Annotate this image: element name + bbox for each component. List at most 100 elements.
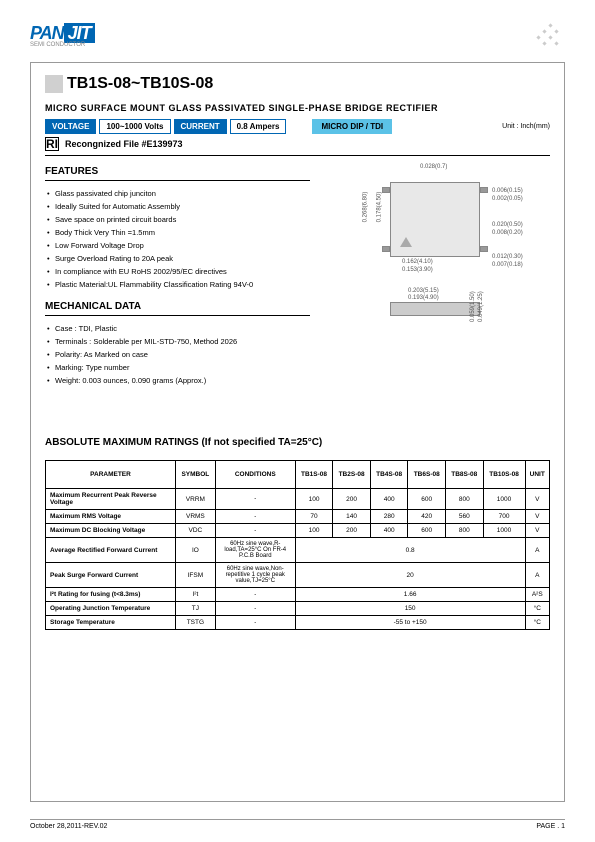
list-item: Case : TDI, Plastic xyxy=(45,322,310,335)
table-row: Maximum RMS VoltageVRMS-7014028042056070… xyxy=(46,510,550,524)
list-item: Weight: 0.003 ounces, 0.090 grams (Appro… xyxy=(45,374,310,387)
table-row: I²t Rating for fusing (t<8.3ms)I²t-1.66A… xyxy=(46,588,550,602)
param-cell: Operating Junction Temperature xyxy=(46,602,176,616)
dim-d8: 0.162(4.10) xyxy=(402,259,433,265)
dim-d11: 0.007(0.18) xyxy=(492,262,523,268)
list-item: Save space on printed circuit boards xyxy=(45,213,310,226)
ul-file-text: Recongnized File #E139973 xyxy=(65,139,183,149)
list-item: Marking: Type number xyxy=(45,361,310,374)
logo: PANJIT SEMI CONDUCTOR xyxy=(30,23,95,48)
list-item: Surge Overload Rating to 20A peak xyxy=(45,252,310,265)
list-item: Polarity: As Marked on case xyxy=(45,348,310,361)
title-marker xyxy=(45,75,63,93)
features-list: Glass passivated chip juncitonIdeally Su… xyxy=(45,187,310,291)
table-header: TB2S-08 xyxy=(333,461,371,489)
voltage-value: 100~1000 Volts xyxy=(99,119,170,134)
unit-cell: A xyxy=(525,538,550,563)
value-cell: 100 xyxy=(295,524,333,538)
value-cell: 1000 xyxy=(483,489,525,510)
table-header: TB1S-08 xyxy=(295,461,333,489)
condition-cell: - xyxy=(215,602,295,616)
voltage-label: VOLTAGE xyxy=(45,119,96,134)
unit-cell: A²S xyxy=(525,588,550,602)
param-cell: Average Rectified Forward Current xyxy=(46,538,176,563)
list-item: Glass passivated chip junciton xyxy=(45,187,310,200)
value-cell: 700 xyxy=(483,510,525,524)
current-label: CURRENT xyxy=(174,119,227,134)
symbol-cell: TSTG xyxy=(176,616,216,630)
dim-d13: 0.193(4.90) xyxy=(408,295,439,301)
part-number-title: TB1S-08~TB10S-08 xyxy=(67,75,213,93)
value-cell: 400 xyxy=(370,524,408,538)
symbol-cell: I²t xyxy=(176,588,216,602)
condition-cell: - xyxy=(215,524,295,538)
value-cell: 200 xyxy=(333,489,371,510)
package-diagram: 0.028(0.7) 0.006(0.15) 0.002(0.05) 0.268… xyxy=(330,162,550,362)
dim-d2: 0.006(0.15) xyxy=(492,188,523,194)
value-cell: 560 xyxy=(446,510,484,524)
table-header: TB8S-08 xyxy=(446,461,484,489)
symbol-cell: VDC xyxy=(176,524,216,538)
value-cell: -55 to +150 xyxy=(295,616,525,630)
dim-d4: 0.268(6.80) xyxy=(362,192,368,223)
symbol-cell: IFSM xyxy=(176,563,216,588)
table-header: TB6S-08 xyxy=(408,461,446,489)
condition-cell: - xyxy=(215,489,295,510)
dim-d9: 0.153(3.90) xyxy=(402,267,433,273)
ratings-heading: ABSOLUTE MAXIMUM RATINGS (If not specifi… xyxy=(45,437,550,448)
table-row: Storage TemperatureTSTG--55 to +150°C xyxy=(46,616,550,630)
table-row: Peak Surge Forward CurrentIFSM60Hz sine … xyxy=(46,563,550,588)
table-row: Maximum DC Blocking VoltageVDC-100200400… xyxy=(46,524,550,538)
footer-date: October 28,2011-REV.02 xyxy=(30,823,107,830)
param-cell: Maximum DC Blocking Voltage xyxy=(46,524,176,538)
value-cell: 1.66 xyxy=(295,588,525,602)
value-cell: 800 xyxy=(446,489,484,510)
dim-d15: 0.049(1.25) xyxy=(478,291,484,322)
logo-jit: JIT xyxy=(64,23,95,43)
unit-label: Unit : Inch(mm) xyxy=(502,123,550,130)
dim-d12: 0.203(5.15) xyxy=(408,288,439,294)
table-header: PARAMETER xyxy=(46,461,176,489)
value-cell: 200 xyxy=(333,524,371,538)
mechanical-heading: MECHANICAL DATA xyxy=(45,301,310,316)
table-header: CONDITIONS xyxy=(215,461,295,489)
param-cell: Maximum Recurrent Peak Reverse Voltage xyxy=(46,489,176,510)
value-cell: 280 xyxy=(370,510,408,524)
dim-d10: 0.012(0.30) xyxy=(492,254,523,260)
condition-cell: - xyxy=(215,510,295,524)
unit-cell: V xyxy=(525,510,550,524)
table-row: Operating Junction TemperatureTJ-150°C xyxy=(46,602,550,616)
product-subtitle: MICRO SURFACE MOUNT GLASS PASSIVATED SIN… xyxy=(45,103,550,113)
dim-d5: 0.178(4.50) xyxy=(376,192,382,223)
list-item: Plastic Material:UL Flammability Classif… xyxy=(45,278,310,291)
table-row: Maximum Recurrent Peak Reverse VoltageVR… xyxy=(46,489,550,510)
value-cell: 70 xyxy=(295,510,333,524)
table-header: SYMBOL xyxy=(176,461,216,489)
value-cell: 100 xyxy=(295,489,333,510)
package-label: MICRO DIP / TDI xyxy=(312,119,392,134)
dim-d6: 0.020(0.50) xyxy=(492,222,523,228)
mechanical-list: Case : TDI, PlasticTerminals : Solderabl… xyxy=(45,322,310,387)
condition-cell: 60Hz sine wave,Non-repetitive 1 cycle pe… xyxy=(215,563,295,588)
param-cell: Peak Surge Forward Current xyxy=(46,563,176,588)
unit-cell: °C xyxy=(525,602,550,616)
logo-subtitle: SEMI CONDUCTOR xyxy=(30,42,95,48)
value-cell: 20 xyxy=(295,563,525,588)
condition-cell: - xyxy=(215,616,295,630)
footer-page: PAGE . 1 xyxy=(536,823,565,830)
value-cell: 600 xyxy=(408,524,446,538)
dim-d3: 0.002(0.05) xyxy=(492,196,523,202)
symbol-cell: IO xyxy=(176,538,216,563)
value-cell: 1000 xyxy=(483,524,525,538)
list-item: Body Thick Very Thin =1.5mm xyxy=(45,226,310,239)
param-cell: Storage Temperature xyxy=(46,616,176,630)
content-frame: TB1S-08~TB10S-08 MICRO SURFACE MOUNT GLA… xyxy=(30,62,565,802)
unit-cell: °C xyxy=(525,616,550,630)
list-item: Terminals : Solderable per MIL-STD-750, … xyxy=(45,335,310,348)
unit-cell: V xyxy=(525,524,550,538)
current-value: 0.8 Ampers xyxy=(230,119,287,134)
ratings-table: PARAMETERSYMBOLCONDITIONSTB1S-08TB2S-08 T… xyxy=(45,460,550,630)
table-header: TB10S-08 xyxy=(483,461,525,489)
symbol-cell: TJ xyxy=(176,602,216,616)
unit-cell: V xyxy=(525,489,550,510)
